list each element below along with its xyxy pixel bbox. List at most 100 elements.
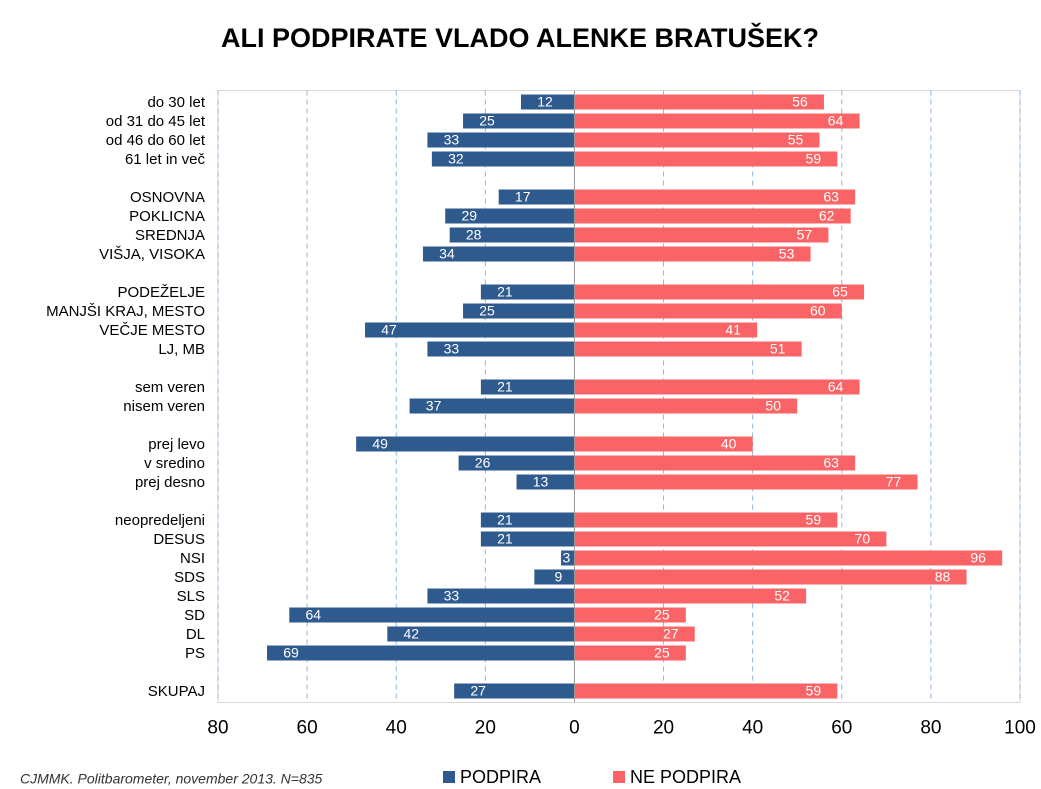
value-label: 53 bbox=[779, 246, 795, 262]
value-label: 27 bbox=[663, 626, 679, 642]
y-tick-label: SD bbox=[184, 607, 205, 624]
bar bbox=[574, 531, 887, 547]
bar bbox=[574, 645, 686, 661]
bar bbox=[574, 398, 798, 414]
x-tick-label: 40 bbox=[742, 718, 763, 739]
value-label: 26 bbox=[475, 455, 491, 471]
y-tick-label: do 30 let bbox=[147, 94, 205, 111]
bar bbox=[422, 246, 575, 262]
x-tick-label: 20 bbox=[475, 718, 496, 739]
x-tick-label: 80 bbox=[920, 718, 941, 739]
value-label: 40 bbox=[721, 436, 737, 452]
bar bbox=[574, 683, 838, 699]
bar bbox=[574, 113, 860, 129]
bar bbox=[574, 569, 967, 585]
value-label: 63 bbox=[823, 455, 839, 471]
y-tick-label: VIŠJA, VISOKA bbox=[99, 246, 205, 263]
y-tick-label: SLS bbox=[177, 588, 205, 605]
bar bbox=[574, 626, 695, 642]
y-tick-label: POKLICNA bbox=[129, 208, 205, 225]
value-label: 59 bbox=[806, 151, 822, 167]
bar bbox=[480, 379, 575, 395]
bar bbox=[498, 189, 575, 205]
y-tick-label: SKUPAJ bbox=[148, 683, 205, 700]
value-label: 65 bbox=[832, 284, 848, 300]
bar bbox=[480, 512, 575, 528]
bar bbox=[427, 341, 575, 357]
bar bbox=[365, 322, 575, 338]
value-label: 64 bbox=[828, 113, 844, 129]
y-tick-label: PS bbox=[185, 645, 205, 662]
value-label: 9 bbox=[554, 569, 562, 585]
value-label: 21 bbox=[497, 531, 513, 547]
value-label: 29 bbox=[461, 208, 477, 224]
value-label: 33 bbox=[444, 341, 460, 357]
bar bbox=[574, 607, 686, 623]
legend-swatch bbox=[613, 771, 625, 783]
bar bbox=[480, 531, 575, 547]
value-label: 51 bbox=[770, 341, 786, 357]
bar bbox=[520, 94, 575, 110]
bar bbox=[574, 284, 865, 300]
bar bbox=[574, 588, 807, 604]
bar bbox=[480, 284, 575, 300]
value-label: 62 bbox=[819, 208, 835, 224]
chart-title: ALI PODPIRATE VLADO ALENKE BRATUŠEK? bbox=[221, 22, 819, 53]
value-label: 63 bbox=[823, 189, 839, 205]
value-label: 13 bbox=[533, 474, 549, 490]
value-label: 52 bbox=[774, 588, 790, 604]
bar bbox=[463, 113, 575, 129]
y-tick-label: od 46 do 60 let bbox=[106, 132, 206, 149]
bar bbox=[574, 474, 918, 490]
legend-label: NE PODPIRA bbox=[630, 767, 741, 787]
value-label: 25 bbox=[654, 607, 670, 623]
value-label: 47 bbox=[381, 322, 397, 338]
value-label: 21 bbox=[497, 284, 513, 300]
y-tick-label: DL bbox=[186, 626, 205, 643]
y-tick-label: SREDNJA bbox=[135, 227, 205, 244]
bar bbox=[574, 94, 824, 110]
value-label: 33 bbox=[444, 132, 460, 148]
value-label: 3 bbox=[563, 550, 571, 566]
y-tick-label: SDS bbox=[174, 569, 205, 586]
y-tick-label: v sredino bbox=[144, 455, 205, 472]
bar bbox=[409, 398, 575, 414]
bar bbox=[574, 512, 838, 528]
bar bbox=[574, 436, 753, 452]
y-tick-label: sem veren bbox=[135, 379, 205, 396]
bar bbox=[427, 132, 575, 148]
value-label: 96 bbox=[970, 550, 986, 566]
bar bbox=[458, 455, 575, 471]
value-label: 88 bbox=[935, 569, 951, 585]
x-tick-label: 60 bbox=[297, 718, 318, 739]
value-label: 59 bbox=[806, 683, 822, 699]
value-label: 55 bbox=[788, 132, 804, 148]
legend-swatch bbox=[443, 771, 455, 783]
value-label: 41 bbox=[725, 322, 741, 338]
value-label: 34 bbox=[439, 246, 455, 262]
bar bbox=[574, 322, 758, 338]
x-tick-label: 20 bbox=[653, 718, 674, 739]
value-label: 49 bbox=[372, 436, 388, 452]
value-label: 50 bbox=[765, 398, 781, 414]
value-label: 21 bbox=[497, 512, 513, 528]
value-label: 12 bbox=[537, 94, 553, 110]
bar bbox=[574, 341, 802, 357]
bar bbox=[356, 436, 575, 452]
x-tick-label: 0 bbox=[569, 718, 580, 739]
bar bbox=[574, 379, 860, 395]
y-tick-label: nisem veren bbox=[123, 398, 205, 415]
y-tick-label: LJ, MB bbox=[158, 341, 205, 358]
legend-label: PODPIRA bbox=[460, 767, 541, 787]
y-tick-label: prej levo bbox=[148, 436, 205, 453]
y-tick-label: MANJŠI KRAJ, MESTO bbox=[46, 303, 205, 320]
value-label: 59 bbox=[806, 512, 822, 528]
bar bbox=[449, 227, 575, 243]
y-tick-label: od 31 do 45 let bbox=[106, 113, 206, 130]
bar bbox=[574, 303, 842, 319]
bar bbox=[574, 132, 820, 148]
value-label: 37 bbox=[426, 398, 442, 414]
value-label: 60 bbox=[810, 303, 826, 319]
bar bbox=[463, 303, 575, 319]
